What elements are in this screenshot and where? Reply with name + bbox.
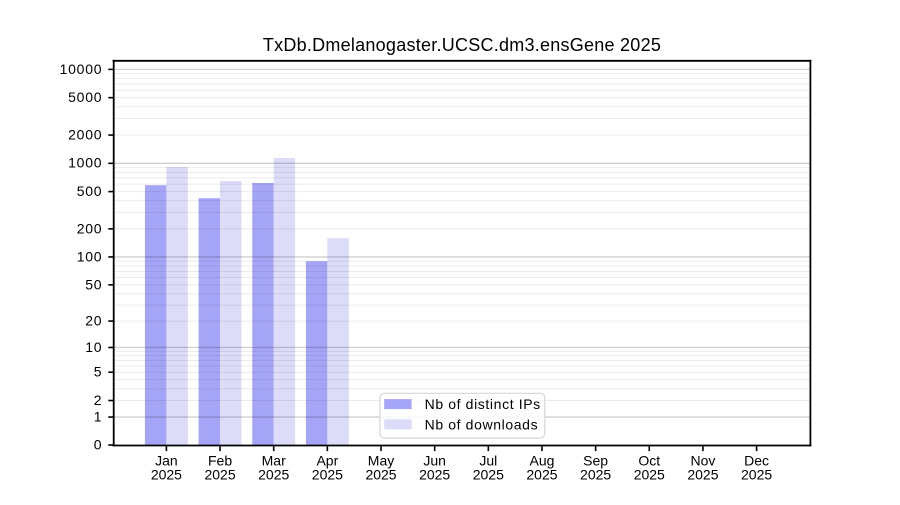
svg-text:2025: 2025 [312, 467, 343, 483]
svg-text:100: 100 [77, 248, 103, 264]
svg-text:1000: 1000 [68, 155, 102, 171]
svg-text:2025: 2025 [687, 467, 718, 483]
svg-text:Jun: Jun [423, 452, 446, 468]
svg-text:2025: 2025 [473, 467, 504, 483]
svg-text:Nb of downloads: Nb of downloads [425, 416, 539, 432]
svg-text:20: 20 [85, 312, 102, 328]
svg-text:50: 50 [85, 276, 102, 292]
svg-text:Mar: Mar [262, 452, 286, 468]
svg-text:10000: 10000 [60, 61, 103, 77]
svg-text:2025: 2025 [365, 467, 396, 483]
svg-text:5: 5 [94, 364, 103, 380]
svg-text:Apr: Apr [316, 452, 338, 468]
svg-text:2025: 2025 [204, 467, 235, 483]
svg-text:2025: 2025 [419, 467, 450, 483]
svg-text:2025: 2025 [634, 467, 665, 483]
svg-text:500: 500 [77, 183, 103, 199]
svg-text:Dec: Dec [744, 452, 769, 468]
svg-text:2025: 2025 [580, 467, 611, 483]
svg-text:Sep: Sep [583, 452, 608, 468]
svg-text:2: 2 [94, 392, 103, 408]
svg-text:May: May [368, 452, 394, 468]
svg-text:5000: 5000 [68, 89, 102, 105]
svg-text:Feb: Feb [208, 452, 232, 468]
svg-text:0: 0 [94, 436, 103, 452]
svg-text:2000: 2000 [68, 126, 102, 142]
svg-text:200: 200 [77, 220, 103, 236]
svg-text:Jan: Jan [155, 452, 178, 468]
svg-text:2025: 2025 [258, 467, 289, 483]
svg-text:10: 10 [85, 339, 102, 355]
svg-text:2025: 2025 [741, 467, 772, 483]
svg-text:Aug: Aug [530, 452, 555, 468]
svg-text:Jul: Jul [479, 452, 497, 468]
svg-text:Oct: Oct [638, 452, 660, 468]
svg-text:Nb of distinct IPs: Nb of distinct IPs [425, 396, 541, 412]
svg-text:2025: 2025 [151, 467, 182, 483]
svg-text:TxDb.Dmelanogaster.UCSC.dm3.en: TxDb.Dmelanogaster.UCSC.dm3.ensGene 2025 [263, 35, 661, 55]
svg-text:1: 1 [94, 408, 103, 424]
svg-text:Nov: Nov [690, 452, 715, 468]
svg-text:2025: 2025 [526, 467, 557, 483]
